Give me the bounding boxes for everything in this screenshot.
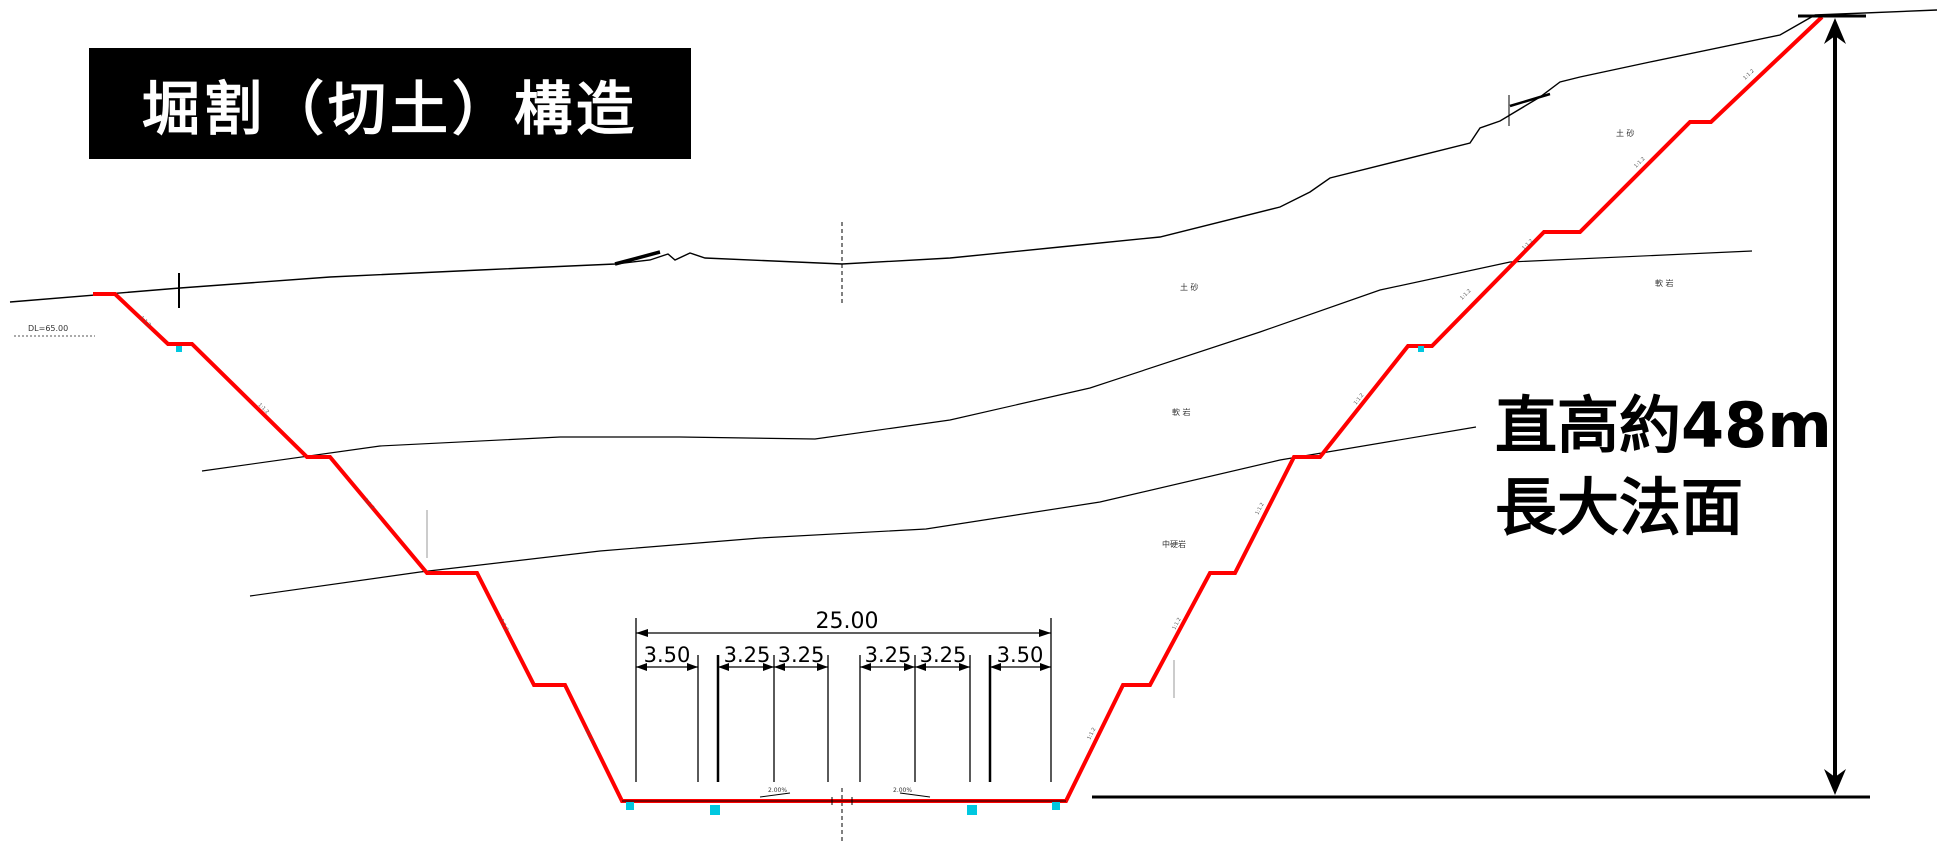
dimension-arrowheads <box>636 629 1051 671</box>
geology-label-softrock-middle: 軟 岩 <box>1172 407 1191 417</box>
lane-width-label: 3.25 <box>865 643 912 667</box>
drain-marker <box>710 805 720 815</box>
drain-marker <box>626 802 634 810</box>
page-title: 堀割（切土）構造 <box>141 74 638 143</box>
drain-marker <box>967 805 977 815</box>
geology-label-sand-upper: 土 砂 <box>1616 128 1635 138</box>
lane-width-label: 3.50 <box>644 643 691 667</box>
boundary-softrock-hardrock <box>249 426 1477 597</box>
crossfall-label-left: 2.00% <box>768 787 787 794</box>
ground-surface-bold-segment <box>614 250 661 266</box>
slope-ratio-label: 1:1.2 <box>1171 617 1182 631</box>
geology-label-sand-middle: 土 砂 <box>1180 282 1199 292</box>
slope-ratio-label: 1:1.2 <box>498 618 509 632</box>
lane-width-label: 3.25 <box>724 643 771 667</box>
dimension-lines <box>635 618 1052 782</box>
slope-ratio-label: 1:1.2 <box>1254 502 1265 516</box>
lane-width-label: 3.50 <box>997 643 1044 667</box>
crossfall-arrow-right <box>899 792 931 798</box>
drain-marker <box>176 346 182 352</box>
ground-surface-bold-segment-2 <box>1509 92 1551 108</box>
height-arrow-head-bottom <box>1824 769 1846 795</box>
geology-label-hardrock: 中硬岩 <box>1162 539 1186 549</box>
slope-ratio-label: 1:1.2 <box>583 728 594 742</box>
geology-label-softrock-right: 軟 岩 <box>1655 278 1674 288</box>
height-annotation: 直高約48m 長大法面 <box>1495 385 1832 549</box>
slope-ratio-label: 1:1.2 <box>1459 288 1472 301</box>
drain-marker <box>1052 802 1060 810</box>
cut-slope-line <box>93 15 1824 803</box>
height-label-line2: 長大法面 <box>1495 471 1744 544</box>
drain-markers <box>176 346 1424 815</box>
crossfall-label-right: 2.00% <box>893 787 912 794</box>
crossfall-arrow-left <box>759 792 791 798</box>
total-width-label: 25.00 <box>816 609 879 634</box>
datum-label: DL=65.00 <box>28 324 68 333</box>
height-label-line1: 直高約48m <box>1495 389 1832 462</box>
title-banner: 堀割（切土）構造 <box>89 48 691 159</box>
lane-width-label: 3.25 <box>920 643 967 667</box>
height-arrow-head-top <box>1824 18 1846 44</box>
slope-ratio-label: 1:1.2 <box>1086 727 1097 741</box>
lane-width-label: 3.25 <box>778 643 825 667</box>
drain-marker <box>1418 346 1424 352</box>
boundary-sand-softrock <box>201 250 1753 472</box>
